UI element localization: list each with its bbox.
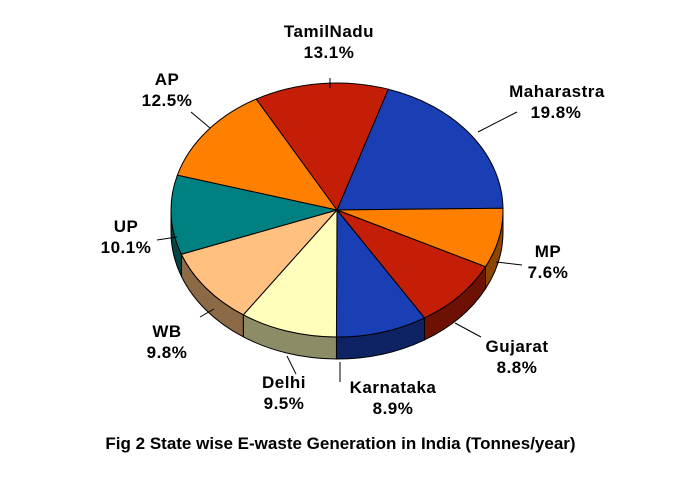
slice-labels: Maharastra 19.8% MP 7.6% Gujarat 8.8% Karnatak… xyxy=(101,22,605,418)
slice-name-tamilnadu: TamilNadu xyxy=(284,22,374,41)
slice-name-wb: WB xyxy=(152,322,181,341)
leader-line-delhi xyxy=(286,355,297,375)
slice-name-ap: AP xyxy=(155,70,180,89)
chart-title: Fig 2 State wise E-waste Generation in I… xyxy=(105,434,576,453)
slice-delhi xyxy=(242,208,338,338)
slice-value-maharastra: 19.8% xyxy=(531,103,582,122)
slice-value-tamilnadu: 13.1% xyxy=(304,43,355,62)
slice-value-delhi: 9.5% xyxy=(264,394,305,413)
leader-line-ap xyxy=(190,111,211,129)
slice-value-mp: 7.6% xyxy=(528,263,569,282)
leader-line-maharastra xyxy=(477,111,518,133)
slice-name-karnataka: Karnataka xyxy=(350,378,437,397)
slice-gujarat xyxy=(335,208,487,319)
slice-up xyxy=(170,174,338,255)
slice-ap xyxy=(176,98,339,211)
slice-name-gujarat: Gujarat xyxy=(485,337,548,356)
slice-name-up: UP xyxy=(114,217,139,236)
slice-name-mp: MP xyxy=(535,242,562,261)
slice-value-up: 10.1% xyxy=(101,238,152,257)
slice-wb xyxy=(180,209,339,316)
slice-value-wb: 9.8% xyxy=(147,343,188,362)
slice-name-maharastra: Maharastra xyxy=(509,82,605,101)
slice-name-delhi: Delhi xyxy=(262,373,306,392)
slice-value-karnataka: 8.9% xyxy=(373,399,414,418)
leader-line-up xyxy=(156,236,178,241)
pie-side-walls xyxy=(170,209,504,360)
slice-value-gujarat: 8.8% xyxy=(497,358,538,377)
pie-slices xyxy=(170,82,504,338)
leader-line-wb xyxy=(199,308,215,318)
slice-tamilnadu xyxy=(255,82,389,212)
leader-line-gujarat xyxy=(454,322,482,338)
slice-karnataka xyxy=(335,208,426,338)
leader-line-mp xyxy=(495,261,523,266)
slice-maharastra xyxy=(336,88,504,211)
pie-chart: Maharastra 19.8% MP 7.6% Gujarat 8.8% Karnatak… xyxy=(101,22,605,418)
slice-value-ap: 12.5% xyxy=(142,91,193,110)
